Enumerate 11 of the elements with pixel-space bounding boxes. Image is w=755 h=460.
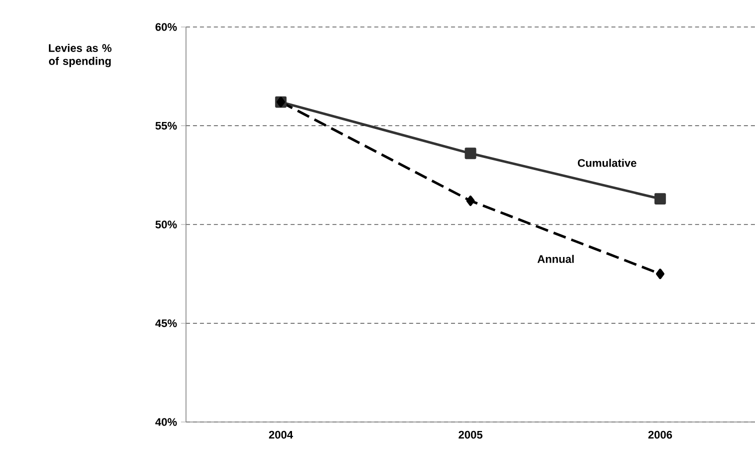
x-tick-label: 2006 xyxy=(648,430,672,439)
y-tick-label: 40% xyxy=(155,418,177,426)
series-label: Cumulative xyxy=(578,158,636,167)
x-tick-label: 2004 xyxy=(268,430,294,439)
series-label: Annual xyxy=(538,254,574,263)
y-tick-label: 60% xyxy=(156,23,177,31)
y-axis-title: Levies as % of spending xyxy=(48,44,112,68)
y-tick-label: 45% xyxy=(155,319,177,328)
x-tick-label: 2005 xyxy=(458,430,482,439)
y-tick-label: 55% xyxy=(155,122,177,130)
y-tick-label: 50% xyxy=(155,220,177,228)
